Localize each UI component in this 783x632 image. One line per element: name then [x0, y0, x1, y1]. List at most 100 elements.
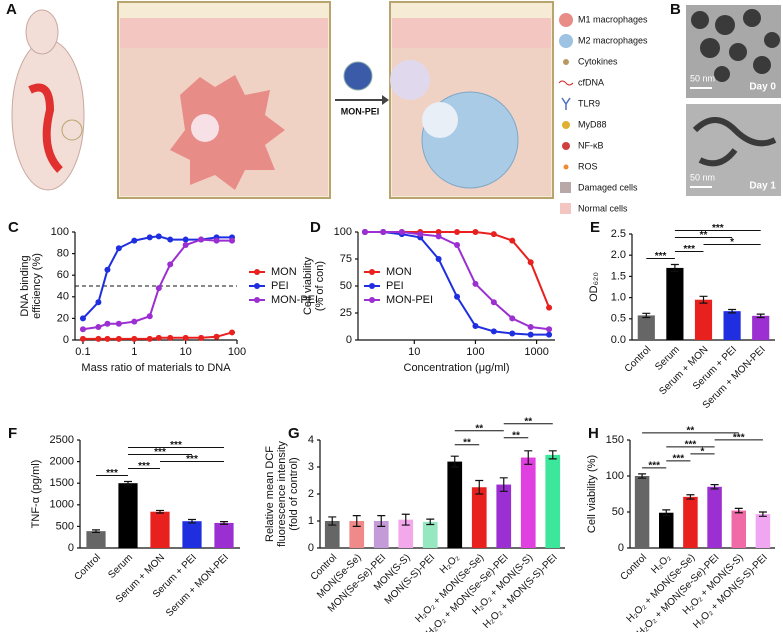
bar [86, 531, 106, 548]
panel-letter: G [288, 425, 300, 442]
data-point [115, 245, 122, 252]
legend-icon [558, 80, 574, 86]
legend-label: NF-κB [578, 140, 604, 150]
data-point [380, 229, 387, 235]
legend-label: MON [271, 266, 297, 278]
data-point [361, 229, 368, 235]
y-tick-label: 0 [308, 542, 314, 554]
data-point [115, 335, 122, 342]
x-tick-label: 100 [228, 346, 246, 358]
error-bar [124, 480, 132, 486]
error-bar [156, 509, 164, 514]
x-tick-label: 100 [466, 346, 484, 358]
significance-label: *** [733, 432, 745, 443]
error-bar [642, 312, 651, 319]
error-bar [426, 518, 435, 526]
error-bar [686, 494, 695, 500]
legend-label: MyD88 [578, 119, 607, 129]
y-tick-label: 0.0 [611, 334, 626, 346]
legend-label: MON [386, 266, 412, 278]
arrowhead [382, 95, 389, 105]
x-tick-label: 10 [180, 346, 192, 358]
data-point [398, 229, 405, 235]
legend-marker [369, 269, 375, 275]
y-tick-label: 0 [63, 334, 69, 346]
bubble [390, 60, 430, 100]
y-tick-label: 50 [612, 506, 624, 518]
y-axis-label: efficiency (%) [31, 253, 43, 319]
legend-marker [254, 269, 260, 275]
data-point [229, 237, 236, 244]
y-axis-label: Cell viability (%) [586, 455, 598, 533]
data-point [213, 237, 220, 244]
bar [723, 311, 741, 340]
error-bar [377, 515, 386, 527]
bar [731, 510, 746, 548]
data-point [472, 322, 479, 329]
image-label: Day 1 [749, 181, 776, 192]
x-tick-label: Serum + MON-PEI [164, 552, 231, 619]
data-point [182, 236, 189, 243]
bar [349, 521, 365, 548]
scale-bar-label: 50 nm [690, 172, 715, 182]
error-bar [188, 518, 196, 524]
data-point [527, 259, 534, 266]
chart-panel: G 0 1 2 3 4 Relative mean DCF fluorescence inte… [264, 416, 565, 632]
x-tick-label: Control [618, 552, 649, 583]
y-tick-label: 40 [57, 291, 69, 303]
data-point [213, 333, 220, 340]
data-point [146, 313, 153, 320]
y-tick-label: 80 [57, 248, 69, 260]
y-tick-label: 0 [618, 542, 624, 554]
data-point [95, 324, 102, 331]
legend-icon [560, 203, 571, 214]
legend-label: M2 macrophages [578, 35, 648, 45]
panel-b: B [670, 1, 781, 196]
mouse-head [25, 9, 59, 55]
data-point [155, 334, 162, 341]
y-tick-label: 3 [308, 461, 314, 473]
significance-label: * [730, 237, 734, 248]
significance-label: ** [463, 437, 471, 448]
significance-label: *** [712, 223, 724, 234]
x-tick-label: 10 [408, 346, 420, 358]
bar [659, 512, 674, 548]
bar [373, 521, 389, 548]
significance-label: *** [186, 454, 198, 465]
y-axis-label: (% of con) [314, 261, 326, 311]
x-tick-label: Control [623, 344, 654, 375]
data-point [527, 324, 534, 331]
data-point [546, 304, 553, 311]
image-label: Day 0 [749, 82, 776, 93]
data-point [131, 335, 138, 342]
y-tick-label: 25 [340, 307, 352, 319]
legend-label: M1 macrophages [578, 14, 648, 24]
data-point [509, 330, 516, 337]
error-bar [352, 515, 361, 527]
data-point [146, 234, 153, 241]
panel-letter: H [588, 425, 599, 442]
data-point [115, 320, 122, 327]
bar [214, 522, 234, 548]
y-tick-label: 2.0 [611, 249, 626, 261]
error-bar [734, 507, 743, 514]
x-axis-label: Mass ratio of materials to DNA [81, 362, 231, 374]
y-tick-label: 1000 [50, 499, 74, 511]
y-tick-label: 1 [308, 515, 314, 527]
error-bar [548, 450, 557, 460]
data-point [155, 233, 162, 240]
y-tick-label: 60 [57, 269, 69, 281]
y-tick-label: 0.5 [611, 313, 626, 325]
nanoparticle [343, 61, 373, 91]
y-tick-label: 75 [340, 253, 352, 265]
y-tick-label: 100 [334, 226, 352, 238]
epithelium [392, 18, 551, 48]
scale-bar-label: 50 nm [690, 73, 715, 83]
data-point [435, 256, 442, 262]
data-point [509, 315, 516, 322]
bar [683, 496, 698, 548]
x-tick-label: Control [72, 552, 103, 583]
data-point [454, 241, 461, 248]
